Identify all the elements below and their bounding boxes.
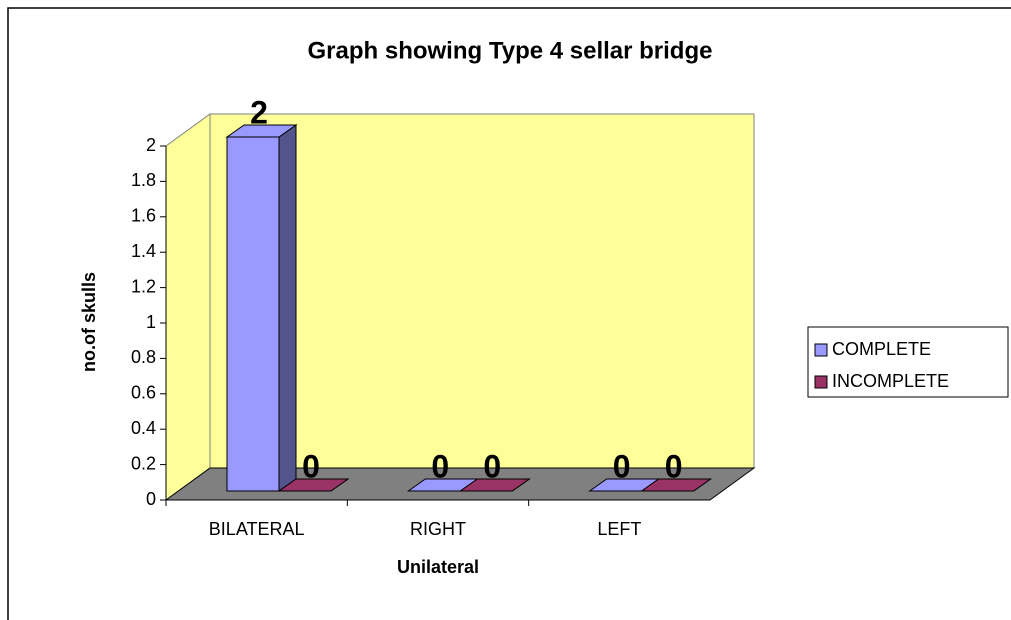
- y-tick-label: 1.6: [131, 206, 156, 226]
- data-label: 0: [613, 448, 631, 484]
- data-label: 0: [431, 448, 449, 484]
- y-tick-label: 2: [146, 135, 156, 155]
- bar-face: [226, 136, 280, 492]
- data-label: 0: [665, 448, 683, 484]
- y-tick-label: 1.4: [131, 241, 156, 261]
- bar-face: [225, 124, 298, 138]
- legend-label: COMPLETE: [832, 339, 931, 359]
- y-tick-label: 0.4: [131, 418, 156, 438]
- bar-face: [640, 478, 713, 492]
- y-tick-label: 1.2: [131, 276, 156, 296]
- bar-face: [278, 124, 297, 492]
- legend-swatch: [814, 343, 828, 357]
- bar: [277, 478, 350, 492]
- bar: [640, 478, 713, 492]
- x-axis-label: Unilateral: [397, 557, 479, 577]
- bar-face: [458, 478, 531, 492]
- y-axis-label: no.of skulls: [79, 272, 99, 372]
- y-tick-label: 0: [146, 489, 156, 509]
- legend-label: INCOMPLETE: [832, 371, 949, 391]
- side-wall: [165, 113, 211, 501]
- data-label: 0: [483, 448, 501, 484]
- y-tick-label: 1.8: [131, 170, 156, 190]
- x-tick-label: BILATERAL: [209, 519, 305, 539]
- chart-title: Graph showing Type 4 sellar bridge: [308, 37, 713, 64]
- y-tick-label: 0.2: [131, 453, 156, 473]
- x-tick-label: LEFT: [597, 519, 641, 539]
- y-tick-label: 0.6: [131, 383, 156, 403]
- data-label: 0: [302, 448, 320, 484]
- data-label: 2: [250, 94, 268, 130]
- legend-swatch: [814, 375, 828, 389]
- back-wall: [209, 113, 755, 469]
- x-tick-label: RIGHT: [410, 519, 466, 539]
- bar-face: [277, 478, 350, 492]
- y-tick-label: 0.8: [131, 347, 156, 367]
- y-tick-label: 1: [146, 312, 156, 332]
- legend-box: [807, 326, 1009, 398]
- bar: [225, 124, 298, 492]
- bar: [458, 478, 531, 492]
